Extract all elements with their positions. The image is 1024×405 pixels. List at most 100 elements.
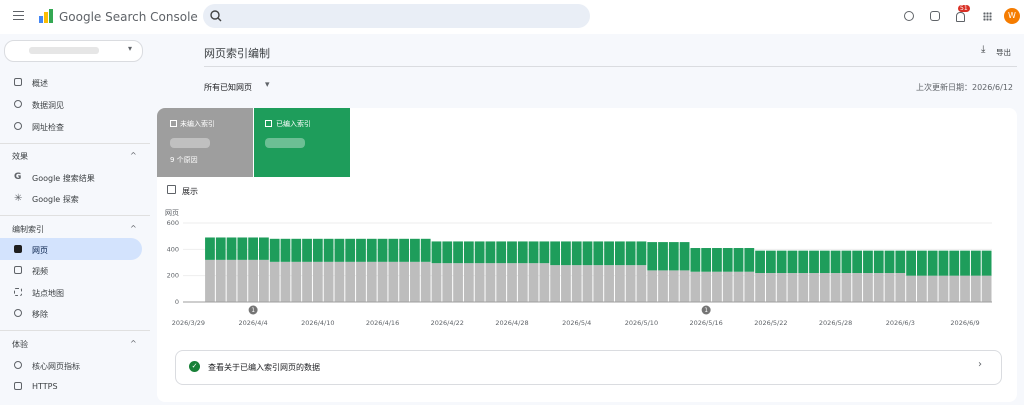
bar-segment <box>291 238 302 262</box>
bar-segment <box>226 237 237 260</box>
metric-card[interactable] <box>157 108 253 177</box>
export-button[interactable]: 导出 <box>996 48 1011 57</box>
bar-segment <box>755 250 765 274</box>
bar-segment <box>323 261 334 302</box>
x-tick-label: 2026/4/22 <box>431 319 464 327</box>
bar-segment <box>841 250 852 274</box>
bar-segment <box>582 265 593 302</box>
nav-item[interactable]: 视频 <box>32 267 48 276</box>
bar-segment <box>809 273 819 302</box>
bar-segment <box>399 238 410 262</box>
bar-segment <box>647 242 658 271</box>
annotation-marker <box>248 305 258 315</box>
bar-segment <box>658 270 668 302</box>
x-tick-label: 2026/5/22 <box>754 319 787 327</box>
bar-segment <box>280 261 291 302</box>
bar-segment <box>463 263 474 302</box>
bar-segment <box>668 270 679 302</box>
users-icon[interactable] <box>930 11 940 21</box>
bar-segment <box>248 259 259 302</box>
help-icon[interactable] <box>904 11 914 21</box>
bar-segment <box>442 241 453 264</box>
bar-segment <box>668 242 679 271</box>
bar-segment <box>722 271 733 302</box>
bar-segment <box>571 241 582 266</box>
bar-segment <box>841 273 852 302</box>
apps-icon[interactable] <box>983 12 992 21</box>
bar-segment <box>539 263 550 302</box>
bar-segment <box>679 270 690 302</box>
bar-segment <box>517 263 528 302</box>
filter-dropdown[interactable]: 所有已知网页 <box>204 83 252 92</box>
nav-section[interactable]: 体验 <box>12 340 28 349</box>
bar-segment <box>496 263 507 302</box>
nav-section[interactable]: 编制索引 <box>12 225 44 234</box>
menu-icon[interactable] <box>13 11 24 20</box>
nav-item[interactable]: 核心网页指标 <box>32 362 80 371</box>
card-note: 9 个原因 <box>170 156 198 164</box>
bar-segment <box>970 250 981 276</box>
nav-section[interactable]: 效果 <box>12 152 28 161</box>
bar-segment <box>604 265 614 302</box>
nav-item[interactable]: 概述 <box>32 79 48 88</box>
bar-segment <box>701 248 712 272</box>
x-tick-label: 2026/6/9 <box>950 319 979 327</box>
chart-toggle[interactable]: 展示 <box>182 187 198 196</box>
avatar[interactable]: W <box>1004 8 1020 24</box>
bar-segment <box>949 250 960 276</box>
bar-segment <box>906 250 916 276</box>
notification-badge: 51 <box>958 5 970 12</box>
bell-icon[interactable] <box>956 12 965 22</box>
bar-segment <box>895 273 906 302</box>
search-box[interactable] <box>203 4 590 28</box>
x-tick-label: 2026/5/16 <box>689 319 722 327</box>
x-tick-label: 2026/4/16 <box>366 319 399 327</box>
bar-segment <box>334 238 345 262</box>
bar-segment <box>776 273 787 302</box>
bar-segment <box>873 273 884 302</box>
bar-segment <box>388 261 399 302</box>
bar-segment <box>453 263 463 302</box>
nav-item[interactable]: 网址检查 <box>32 123 64 132</box>
bar-segment <box>755 273 765 302</box>
bar-segment <box>312 238 323 262</box>
chart: 网页 0 200 400 600 2026/3/29 2026/4/4 2026/4/10 2… <box>165 209 992 327</box>
x-tick-label: 2026/6/3 <box>886 319 915 327</box>
nav-item[interactable]: Google 搜索结果 <box>32 174 95 183</box>
bar-segment <box>571 265 582 302</box>
property-selector[interactable]: ▾ <box>4 40 143 62</box>
bar-segment <box>744 271 755 302</box>
nav-item[interactable]: 移除 <box>32 310 48 319</box>
bar-segment <box>819 250 830 274</box>
nav-item[interactable]: Google 探索 <box>32 195 79 204</box>
bar-segment <box>582 241 593 266</box>
bar-segment <box>215 259 226 302</box>
bar-segment <box>366 238 377 262</box>
bar-segment <box>345 238 356 262</box>
bar-segment <box>625 241 636 266</box>
bar-segment <box>226 259 237 302</box>
bar-segment <box>679 242 690 271</box>
bar-segment <box>636 265 647 302</box>
data-link[interactable] <box>175 350 1002 385</box>
x-tick-label: 2026/4/4 <box>239 319 268 327</box>
nav-item[interactable]: 数据洞见 <box>32 101 64 110</box>
x-tick-label: 2026/4/10 <box>301 319 334 327</box>
bar-segment <box>356 238 366 262</box>
bar-segment <box>539 241 550 264</box>
annotation-label: 1 <box>251 307 255 314</box>
bar-segment <box>884 273 895 302</box>
bar-segment <box>528 263 539 302</box>
nav-item[interactable]: 网页 <box>32 246 48 255</box>
nav-item[interactable]: 站点地图 <box>32 289 64 298</box>
bar-segment <box>798 273 809 302</box>
bar-segment <box>787 250 798 274</box>
bar-segment <box>658 242 668 271</box>
nav-item[interactable]: HTTPS <box>32 382 58 391</box>
bar-segment <box>485 263 496 302</box>
metric-card[interactable] <box>254 108 350 177</box>
bar-segment <box>474 241 485 264</box>
bar-segment <box>938 250 949 276</box>
logo <box>39 9 53 23</box>
bar-segment <box>798 250 809 274</box>
